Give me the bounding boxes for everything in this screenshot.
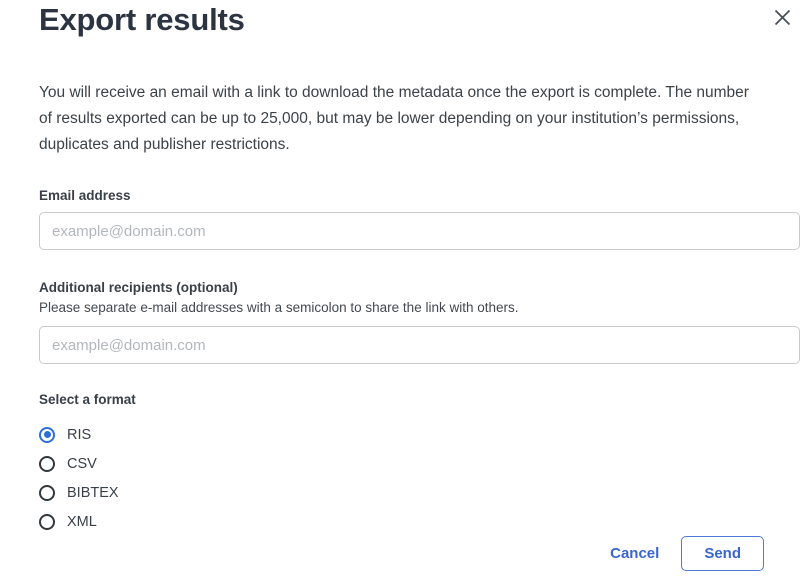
- page-title: Export results: [39, 2, 245, 37]
- radio-option-bibtex[interactable]: BIBTEX: [39, 478, 764, 507]
- email-field-label: Email address: [39, 188, 131, 203]
- additional-recipients-label: Additional recipients (optional): [39, 280, 238, 295]
- radio-label: RIS: [67, 426, 92, 443]
- radio-label: CSV: [67, 455, 97, 472]
- radio-option-csv[interactable]: CSV: [39, 449, 764, 478]
- radio-icon: [39, 513, 55, 530]
- close-icon: [774, 9, 791, 26]
- cancel-button[interactable]: Cancel: [610, 545, 660, 562]
- close-dialog-button[interactable]: [765, 0, 799, 34]
- radio-label: XML: [67, 513, 97, 530]
- format-radio-group: RIS CSV BIBTEX XML: [39, 420, 764, 536]
- additional-recipients-field[interactable]: [39, 326, 800, 364]
- send-button[interactable]: Send: [681, 536, 764, 571]
- radio-icon: [39, 455, 55, 472]
- dialog-description: You will receive an email with a link to…: [39, 84, 749, 153]
- radio-option-xml[interactable]: XML: [39, 507, 764, 536]
- email-field[interactable]: [39, 212, 800, 250]
- additional-recipients-hint: Please separate e-mail addresses with a …: [39, 300, 519, 315]
- dialog-actions: Cancel Send: [610, 536, 764, 571]
- radio-option-ris[interactable]: RIS: [39, 420, 764, 449]
- select-format-label: Select a format: [39, 392, 136, 407]
- radio-icon: [39, 484, 55, 501]
- radio-label: BIBTEX: [67, 484, 119, 501]
- radio-icon: [39, 426, 55, 443]
